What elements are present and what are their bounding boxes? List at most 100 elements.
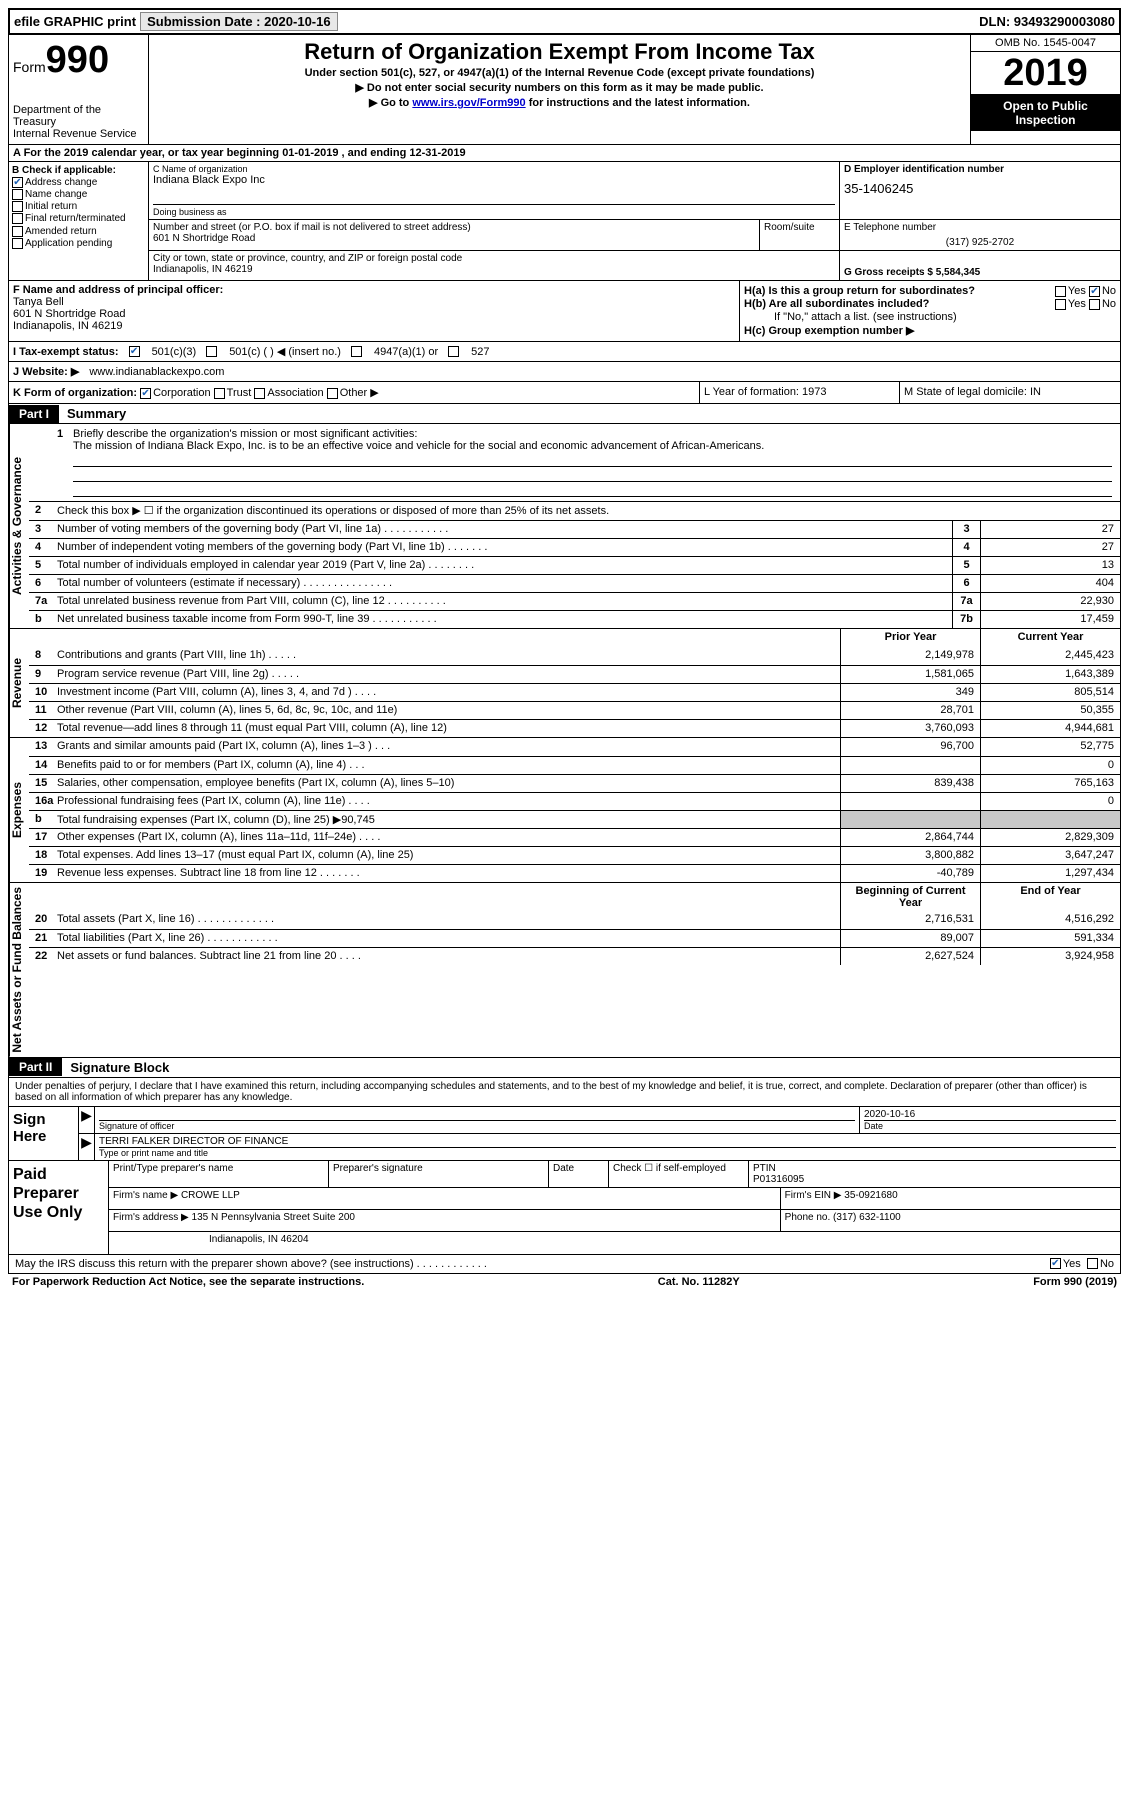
vtab-governance: Activities & Governance <box>9 424 29 628</box>
line-row: 16aProfessional fundraising fees (Part I… <box>29 792 1120 810</box>
discuss-row: May the IRS discuss this return with the… <box>8 1255 1121 1274</box>
expenses-section: Expenses 13Grants and similar amounts pa… <box>8 738 1121 883</box>
line-row: 13Grants and similar amounts paid (Part … <box>29 738 1120 756</box>
line-row: 20Total assets (Part X, line 16) . . . .… <box>29 911 1120 929</box>
form-subtitle: Under section 501(c), 527, or 4947(a)(1)… <box>155 67 964 79</box>
column-headers-row-2: Beginning of Current Year End of Year <box>29 883 1120 911</box>
instruction-2: ▶ Go to www.irs.gov/Form990 for instruct… <box>155 96 964 109</box>
box-b: B Check if applicable: Address changeNam… <box>9 162 149 280</box>
vtab-net-assets: Net Assets or Fund Balances <box>9 883 29 1057</box>
room-suite: Room/suite <box>760 220 840 250</box>
preparer-sig-label: Preparer's signature <box>329 1161 549 1187</box>
submission-date-button[interactable]: Submission Date : 2020-10-16 <box>140 12 338 31</box>
line-row: 22Net assets or fund balances. Subtract … <box>29 947 1120 965</box>
form-title: Return of Organization Exempt From Incom… <box>155 39 964 65</box>
checkbox-line: Final return/terminated <box>12 213 145 224</box>
arrow-icon: ▶ <box>79 1107 95 1133</box>
paid-preparer-label: Paid Preparer Use Only <box>9 1161 109 1254</box>
checkbox-line: Application pending <box>12 238 145 249</box>
line-row: 10Investment income (Part VIII, column (… <box>29 683 1120 701</box>
line-row: 9Program service revenue (Part VIII, lin… <box>29 665 1120 683</box>
self-employed-check: Check ☐ if self-employed <box>609 1161 749 1187</box>
line-row: 14Benefits paid to or for members (Part … <box>29 756 1120 774</box>
tax-year: 2019 <box>971 52 1120 95</box>
line-row: 8Contributions and grants (Part VIII, li… <box>29 647 1120 665</box>
column-headers-row: Prior Year Current Year <box>29 629 1120 647</box>
box-b-label: B Check if applicable: <box>12 165 145 176</box>
signature-date: 2020-10-16 Date <box>860 1107 1120 1133</box>
line-row: 3Number of voting members of the governi… <box>29 520 1120 538</box>
form990-link[interactable]: www.irs.gov/Form990 <box>412 97 525 109</box>
row-klm: K Form of organization: Corporation Trus… <box>8 382 1121 404</box>
signature-officer: Signature of officer <box>95 1107 860 1133</box>
box-g-gross: G Gross receipts $ 5,584,345 <box>840 251 1120 280</box>
line-row: 7aTotal unrelated business revenue from … <box>29 592 1120 610</box>
paid-preparer-block: Paid Preparer Use Only Print/Type prepar… <box>8 1161 1121 1255</box>
section-bcd: B Check if applicable: Address changeNam… <box>8 162 1121 281</box>
line-row: 11Other revenue (Part VIII, column (A), … <box>29 701 1120 719</box>
box-c-city: City or town, state or province, country… <box>149 251 840 280</box>
ptin-cell: PTINP01316095 <box>749 1161 1120 1187</box>
row-j-website: J Website: ▶ www.indianablackexpo.com <box>8 362 1121 382</box>
instruction-1: ▶ Do not enter social security numbers o… <box>155 81 964 94</box>
line-row: 6Total number of volunteers (estimate if… <box>29 574 1120 592</box>
paperwork-notice: For Paperwork Reduction Act Notice, see … <box>12 1276 364 1288</box>
form-header: Form990 Department of the Treasury Inter… <box>8 35 1121 145</box>
catalog-number: Cat. No. 11282Y <box>658 1276 740 1288</box>
vtab-expenses: Expenses <box>9 738 29 882</box>
box-l-year: L Year of formation: 1973 <box>700 382 900 403</box>
revenue-section: Revenue Prior Year Current Year 8Contrib… <box>8 629 1121 738</box>
dln-label: DLN: 93493290003080 <box>979 14 1115 29</box>
part-i-header: Part I Summary <box>8 404 1121 424</box>
box-e-phone: E Telephone number (317) 925-2702 <box>840 220 1120 250</box>
box-h: H(a) Is this a group return for subordin… <box>740 281 1120 341</box>
box-k-form-org: K Form of organization: Corporation Trus… <box>9 382 700 403</box>
preparer-date-label: Date <box>549 1161 609 1187</box>
line-row: 2Check this box ▶ ☐ if the organization … <box>29 502 1120 520</box>
net-assets-section: Net Assets or Fund Balances Beginning of… <box>8 883 1121 1058</box>
preparer-name-label: Print/Type preparer's name <box>109 1161 329 1187</box>
line-row: 12Total revenue—add lines 8 through 11 (… <box>29 719 1120 737</box>
arrow-icon: ▶ <box>79 1134 95 1160</box>
form-number-footer: Form 990 (2019) <box>1033 1276 1117 1288</box>
checkbox-line: Initial return <box>12 201 145 212</box>
line-row: 21Total liabilities (Part X, line 26) . … <box>29 929 1120 947</box>
firm-ein: Firm's EIN ▶ 35-0921680 <box>781 1188 1120 1209</box>
box-m-state: M State of legal domicile: IN <box>900 382 1120 403</box>
line-row: 5Total number of individuals employed in… <box>29 556 1120 574</box>
row-fgh: F Name and address of principal officer:… <box>8 281 1121 342</box>
line-row: 17Other expenses (Part IX, column (A), l… <box>29 828 1120 846</box>
form-number: Form990 <box>13 39 144 82</box>
mission-box: 1 Briefly describe the organization's mi… <box>29 424 1120 502</box>
line-row: 18Total expenses. Add lines 13–17 (must … <box>29 846 1120 864</box>
checkbox-line: Name change <box>12 189 145 200</box>
footer-row: For Paperwork Reduction Act Notice, see … <box>8 1274 1121 1290</box>
row-i-tax-status: I Tax-exempt status: 501(c)(3) 501(c) ( … <box>8 342 1121 362</box>
line-row: bTotal fundraising expenses (Part IX, co… <box>29 810 1120 828</box>
open-to-public: Open to Public Inspection <box>971 95 1120 131</box>
sign-here-label: Sign Here <box>9 1107 79 1160</box>
vtab-revenue: Revenue <box>9 629 29 737</box>
box-f-officer: F Name and address of principal officer:… <box>9 281 740 341</box>
firm-phone: Phone no. (317) 632-1100 <box>781 1210 1120 1231</box>
sign-here-block: Sign Here ▶ Signature of officer 2020-10… <box>8 1107 1121 1161</box>
line-row: bNet unrelated business taxable income f… <box>29 610 1120 628</box>
officer-name: TERRI FALKER DIRECTOR OF FINANCE Type or… <box>95 1134 1120 1160</box>
box-c-address: Number and street (or P.O. box if mail i… <box>149 220 760 250</box>
irs-label: Internal Revenue Service <box>13 128 144 140</box>
box-c-name: C Name of organization Indiana Black Exp… <box>149 162 840 219</box>
line-a: A For the 2019 calendar year, or tax yea… <box>8 145 1121 162</box>
dept-treasury: Department of the Treasury <box>13 104 144 128</box>
line-row: 15Salaries, other compensation, employee… <box>29 774 1120 792</box>
part-ii-header: Part II Signature Block <box>8 1058 1121 1078</box>
firm-name: Firm's name ▶ CROWE LLP <box>109 1188 781 1209</box>
checkbox-line: Amended return <box>12 226 145 237</box>
signature-prelude: Under penalties of perjury, I declare th… <box>8 1078 1121 1107</box>
omb-number: OMB No. 1545-0047 <box>971 35 1120 52</box>
line-row: 4Number of independent voting members of… <box>29 538 1120 556</box>
checkbox-line: Address change <box>12 177 145 188</box>
box-d-ein: D Employer identification number 35-1406… <box>840 162 1120 219</box>
governance-section: Activities & Governance 1 Briefly descri… <box>8 424 1121 629</box>
firm-address: Firm's address ▶ 135 N Pennsylvania Stre… <box>109 1210 781 1231</box>
line-row: 19Revenue less expenses. Subtract line 1… <box>29 864 1120 882</box>
